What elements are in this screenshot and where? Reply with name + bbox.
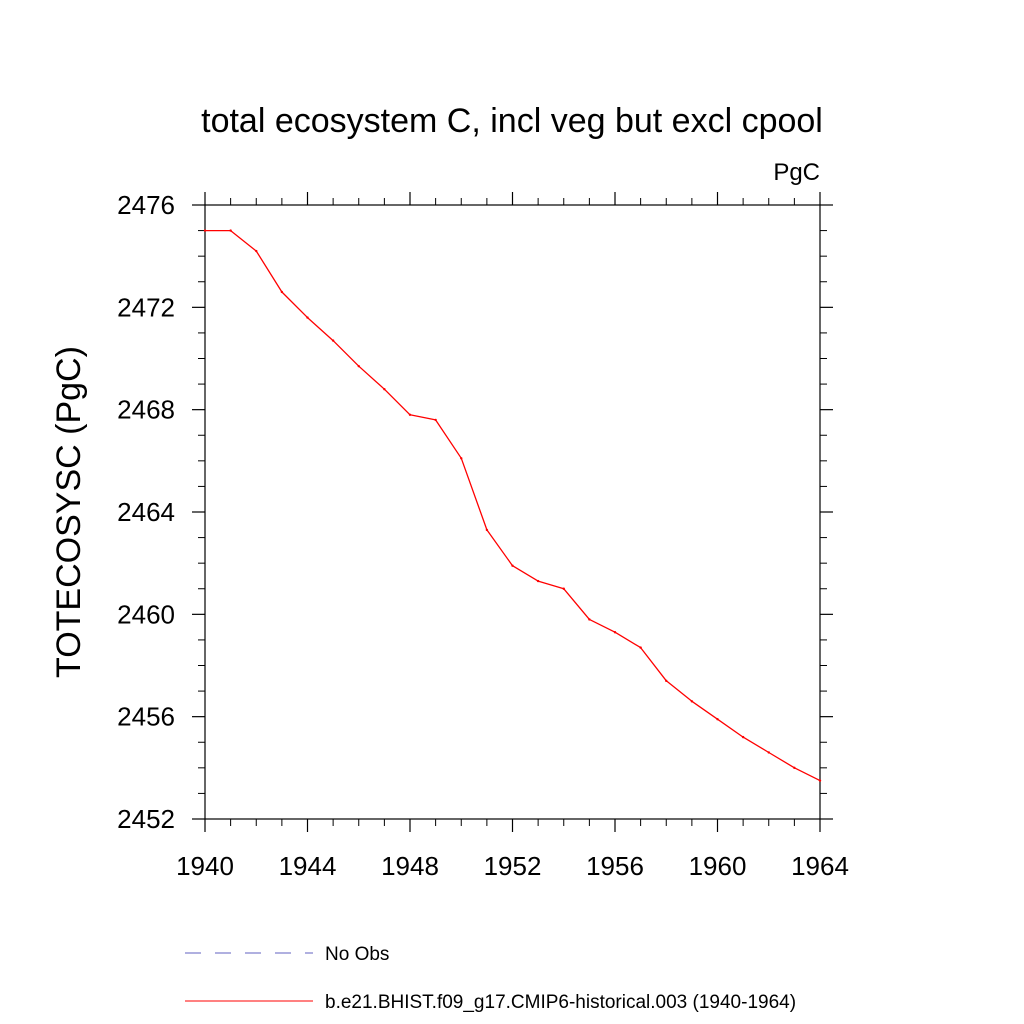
x-tick-label: 1952	[484, 851, 542, 881]
units-label: PgC	[773, 159, 820, 186]
data-point	[588, 618, 591, 621]
data-point	[203, 229, 207, 232]
data-point	[434, 418, 437, 422]
data-point	[639, 646, 642, 649]
legend-label-0: No Obs	[325, 944, 389, 965]
data-point	[716, 718, 719, 721]
y-tick-label: 2472	[117, 292, 175, 322]
legend-label-1: b.e21.BHIST.f09_g17.CMIP6-historical.003…	[325, 992, 796, 1013]
y-tick-label: 2464	[117, 497, 175, 527]
data-point	[460, 457, 463, 460]
data-point	[793, 766, 796, 770]
x-tick-label: 1960	[689, 851, 747, 881]
data-point	[229, 229, 232, 232]
x-tick-label: 1940	[176, 851, 234, 881]
data-point	[818, 779, 822, 782]
data-point	[383, 388, 386, 391]
y-tick-label: 2456	[117, 702, 175, 732]
data-point	[280, 290, 284, 294]
y-tick-label: 2476	[117, 190, 175, 220]
data-point	[665, 679, 668, 683]
data-point	[690, 700, 694, 703]
x-tick-label: 1956	[586, 851, 644, 881]
y-tick-label: 2460	[117, 599, 175, 629]
data-point	[562, 587, 565, 590]
data-point	[408, 413, 412, 416]
data-point	[357, 364, 360, 368]
chart-title: total ecosystem C, incl veg but excl cpo…	[201, 102, 823, 140]
legend: No Obs b.e21.BHIST.f09_g17.CMIP6-historic…	[185, 944, 796, 1013]
x-tick-label: 1944	[279, 851, 337, 881]
data-point	[536, 579, 540, 583]
x-tick-label: 1948	[381, 851, 439, 881]
x-tick-label: 1964	[791, 851, 849, 881]
data-point	[485, 528, 489, 532]
y-tick-label: 2452	[117, 804, 175, 834]
data-point	[741, 735, 745, 739]
data-point	[767, 751, 770, 754]
data-point	[306, 316, 309, 319]
y-axis-label: TOTECOSYSC (PgC)	[50, 346, 88, 678]
data-point	[511, 564, 514, 567]
series-line-0	[205, 229, 821, 782]
data-point	[255, 249, 258, 253]
data-point	[331, 339, 335, 342]
y-tick-label: 2468	[117, 395, 175, 425]
axes: 1940 1944 1948 1952 1956 1960 1964 2452 2456 2460…	[117, 190, 849, 881]
series-layer	[203, 229, 822, 782]
data-point	[613, 631, 617, 634]
